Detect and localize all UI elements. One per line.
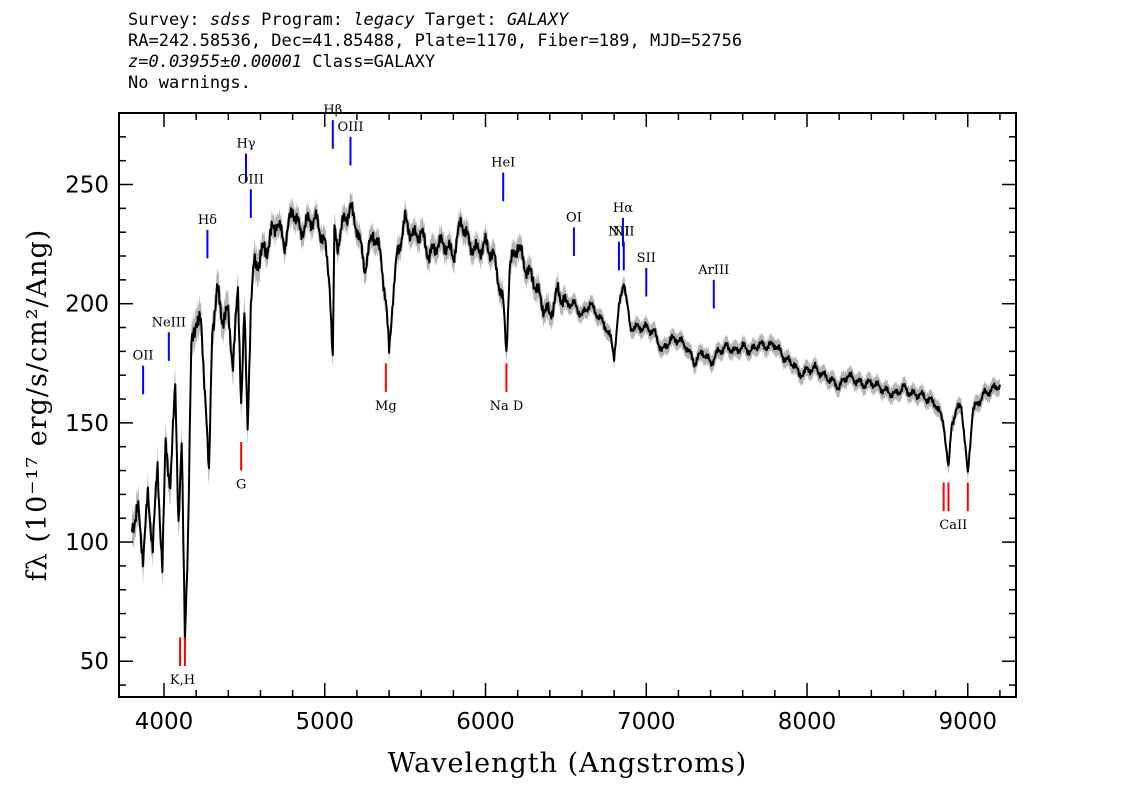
axis-ticks: 4000 5000 6000 7000 8000 9000 50 100 150 200 250 [65,113,1016,735]
emission-line-label: HeI [491,156,515,171]
emission-line-label: Hγ [236,137,255,152]
emission-line-label: OI [566,210,582,225]
redshift-value: z=0.03955±0.00001 [128,52,302,72]
y-tick-label: 100 [65,530,109,556]
spectrum-line [130,201,1001,642]
emission-line-label: NII [608,225,630,240]
target-label: Target: [424,10,497,30]
x-tick-label: 8000 [778,709,837,735]
y-tick-label: 200 [65,292,109,318]
header-line-1: Survey: sdss Program: legacy Target: GAL… [128,10,742,31]
spectrum-header: Survey: sdss Program: legacy Target: GAL… [128,10,742,94]
x-tick-label: 5000 [295,709,354,735]
header-warnings: No warnings. [128,73,251,93]
emission-line-label: ArIII [697,263,729,278]
target-value: GALAXY [506,10,569,30]
emission-line-label: Hδ [198,213,217,228]
spectral-line-markers: OIINeIIIHδHγOIIIHβOIIIHeIOINIIHαNIISIIAr… [133,103,969,688]
absorption-line-label: G [236,478,246,493]
x-tick-label: 6000 [456,709,515,735]
x-tick-label: 9000 [939,709,998,735]
program-label: Program: [261,10,343,30]
emission-line-label: OIII [238,172,264,187]
plot-area [130,190,1001,658]
emission-line-label: NII [613,225,635,240]
x-tick-label: 7000 [617,709,676,735]
absorption-line-label: K,H [170,673,195,688]
survey-label: Survey: [128,10,200,30]
y-tick-label: 250 [65,173,109,199]
emission-line-label: NeIII [152,315,186,330]
class-value: Class=GALAXY [312,52,436,72]
program-value: legacy [353,10,415,30]
header-line-2: RA=242.58536, Dec=41.85488, Plate=1170, … [128,31,743,51]
y-tick-label: 150 [65,411,109,437]
plot-frame [118,112,1017,698]
header-line-3: z=0.03955±0.00001 Class=GALAXY [128,52,742,73]
absorption-line-label: Mg [375,399,397,414]
x-tick-label: 4000 [135,709,194,735]
emission-line-label: Hβ [323,103,342,118]
emission-line-label: OIII [337,120,363,135]
y-axis-title: fλ (10⁻¹⁷ erg/s/cm²/Ang) [22,229,53,582]
absorption-line-label: Na D [490,399,524,414]
x-axis-title: Wavelength (Angstroms) [388,748,747,779]
y-tick-label: 50 [80,649,109,675]
emission-line-label: Hα [613,201,633,216]
error-band [131,190,1000,658]
emission-line-label: OII [133,349,154,364]
survey-value: sdss [209,10,251,30]
emission-line-label: SII [637,251,656,266]
absorption-line-label: CaII [939,518,967,533]
